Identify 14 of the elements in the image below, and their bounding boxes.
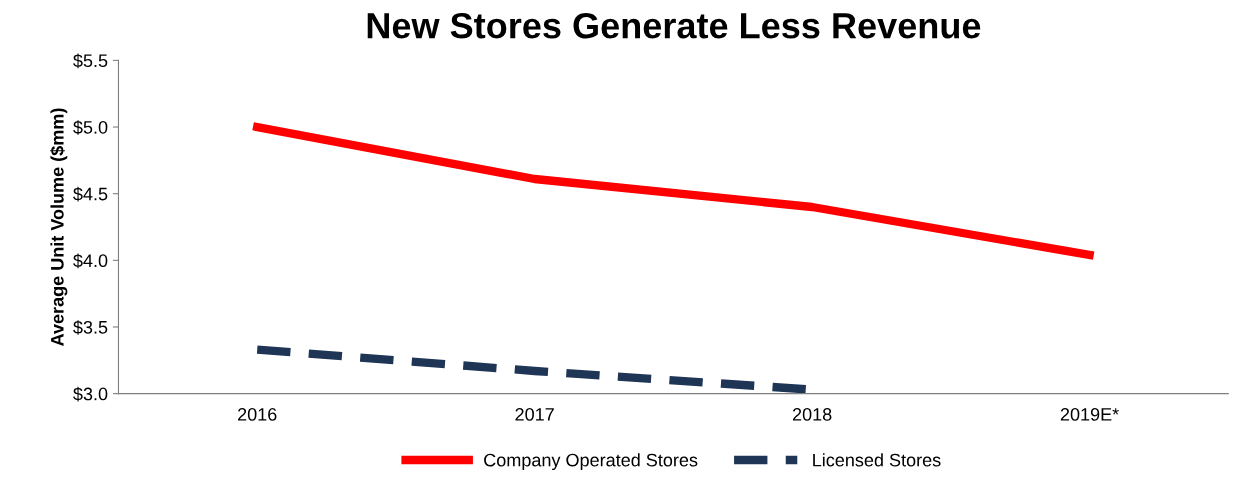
y-tick-label: $3.5 — [73, 320, 108, 335]
y-tick-label: $4.5 — [73, 186, 108, 202]
x-tick-label: 2017 — [515, 408, 554, 421]
x-tick-label: 2019E* — [1060, 408, 1119, 421]
y-tick-label: $3.0 — [73, 386, 108, 402]
chart-title: New Stores Generate Less Revenue — [367, 12, 981, 39]
y-tick-label: $4.0 — [73, 253, 108, 269]
y-tick-label: $5.0 — [73, 120, 108, 135]
legend-label: Licensed Stores — [813, 453, 941, 467]
y-tick-label: $5.5 — [73, 53, 108, 69]
x-tick-label: 2018 — [792, 408, 832, 421]
legend-label: Company Operated Stores — [484, 453, 698, 471]
y-axis-title: Average Unit Volume ($mm) — [50, 108, 68, 346]
x-tick-label: 2016 — [238, 408, 277, 421]
